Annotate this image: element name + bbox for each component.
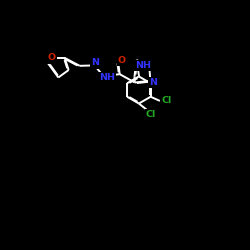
Text: O: O [118,56,126,65]
Text: N: N [150,78,158,87]
Text: NH: NH [136,61,152,70]
Text: O: O [48,54,56,62]
Text: Cl: Cl [146,110,156,119]
Text: NH: NH [99,74,115,82]
Text: Cl: Cl [161,96,171,106]
Text: N: N [91,58,99,68]
